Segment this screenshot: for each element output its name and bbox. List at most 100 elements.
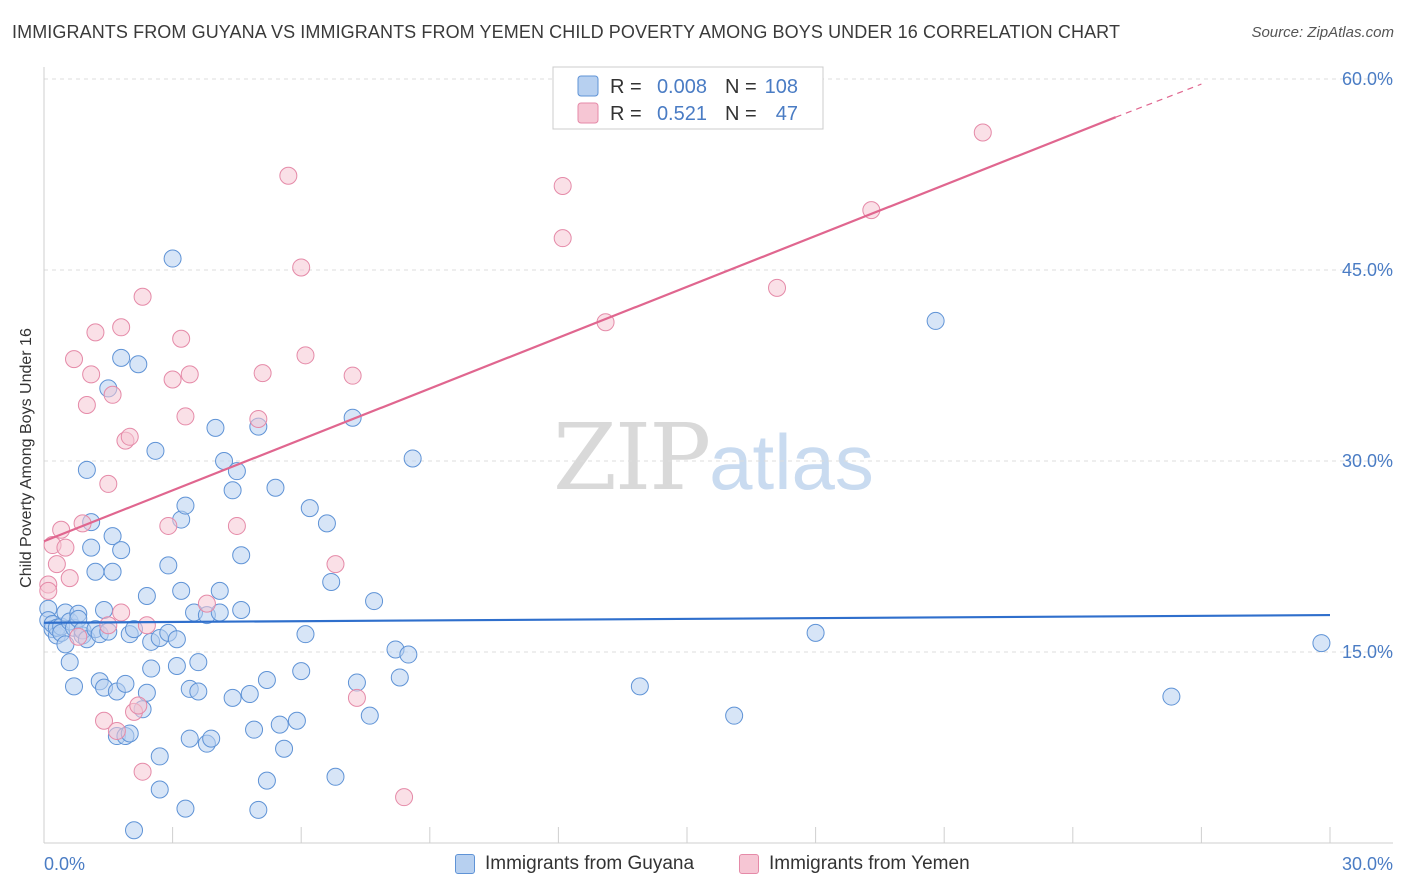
data-point-guyana [65,677,84,696]
data-point-yemen [249,409,268,428]
chart-title: IMMIGRANTS FROM GUYANA VS IMMIGRANTS FRO… [12,22,1121,42]
data-point-guyana [240,685,259,704]
watermark-atlas: atlas [709,418,874,506]
data-point-yemen [112,603,131,622]
data-point-yemen [279,166,298,185]
y-tick-label: 60.0% [1342,69,1393,89]
data-point-yemen [99,474,118,493]
watermark: ZIPatlas [553,404,874,511]
data-point-yemen [99,616,118,635]
data-point-guyana [806,623,825,642]
data-point-guyana [150,747,169,766]
data-point-guyana [725,706,744,725]
legend-label-yemen: Immigrants from Yemen [769,853,970,874]
data-point-yemen [159,516,178,535]
data-point-guyana [249,800,268,819]
data-point-guyana [180,729,199,748]
data-point-guyana [275,739,294,758]
stats-legend-swatch-yemen [577,102,599,124]
trend-line-yemen [43,116,1117,543]
stats-legend-swatch-guyana [577,75,599,97]
data-point-yemen [52,520,71,539]
data-point-yemen [103,385,122,404]
stats-legend-r-label: R = [610,103,642,125]
data-point-guyana [82,538,101,557]
data-point-yemen [69,627,88,646]
data-point-yemen [227,516,246,535]
data-point-yemen [768,278,787,297]
data-point-guyana [403,449,422,468]
data-point-yemen [553,229,572,248]
data-point-yemen [326,555,345,574]
stats-legend-n-label: N = [725,103,757,125]
data-point-yemen [77,395,96,414]
data-point-guyana [365,592,384,611]
data-point-guyana [142,659,161,678]
y-tick-label: 30.0% [1342,451,1393,471]
data-point-guyana [167,657,186,676]
data-point-guyana [159,556,178,575]
gridlines [44,78,1393,653]
data-point-yemen [107,721,126,740]
data-point-guyana [1312,634,1331,653]
data-point-guyana [1162,687,1181,706]
data-point-guyana [926,311,945,330]
legend-swatch-guyana [455,854,475,874]
data-point-guyana [103,527,122,546]
data-point-yemen [137,616,156,635]
data-point-yemen [120,427,139,446]
y-tick-label: 45.0% [1342,260,1393,280]
data-point-guyana [125,821,144,840]
data-point-guyana [223,688,242,707]
data-point-guyana [60,653,79,672]
data-point-guyana [399,645,418,664]
data-point-yemen [112,318,131,337]
data-point-guyana [232,600,251,619]
data-point-yemen [39,581,58,600]
stats-legend-n-value: 47 [776,103,798,125]
stats-legend-r-value: 0.008 [657,76,707,98]
x-tick-label: 30.0% [1342,854,1393,874]
data-point-yemen [973,123,992,142]
legend-item-guyana: Immigrants from Guyana [455,852,694,876]
data-point-yemen [395,788,414,807]
data-point-yemen [176,407,195,426]
data-point-yemen [56,538,75,557]
data-point-guyana [296,625,315,644]
y-tick-label: 15.0% [1342,642,1393,662]
data-point-yemen [253,364,272,383]
data-point-guyana [232,546,251,565]
series-guyana-points [39,249,1331,840]
legend-label-guyana: Immigrants from Guyana [485,853,695,874]
data-point-yemen [95,711,114,730]
data-point-guyana [95,600,114,619]
data-point-yemen [47,555,66,574]
source-label: Source: ZipAtlas.com [1251,24,1394,41]
data-point-guyana [300,499,319,518]
data-point-guyana [146,441,165,460]
data-point-guyana [77,460,96,479]
data-point-guyana [266,478,285,497]
stats-legend-r-value: 0.521 [657,103,707,125]
data-point-yemen [296,346,315,365]
stats-legend-r-label: R = [610,76,642,98]
stats-legend-n-value: 108 [765,76,798,98]
data-point-guyana [189,682,208,701]
data-point-yemen [553,176,572,195]
data-point-guyana [326,767,345,786]
data-point-yemen [60,569,79,588]
trend-line-guyana [43,613,1331,624]
data-point-guyana [210,581,229,600]
data-point-yemen [133,762,152,781]
data-point-yemen [292,258,311,277]
data-point-yemen [163,370,182,389]
data-point-guyana [287,711,306,730]
data-point-guyana [360,706,379,725]
series-yemen-points [39,123,992,807]
data-point-guyana [257,671,276,690]
axes [43,67,1393,844]
data-point-guyana [322,572,341,591]
legend-item-yemen: Immigrants from Yemen [739,852,970,876]
data-point-yemen [65,350,84,369]
data-point-guyana [163,249,182,268]
